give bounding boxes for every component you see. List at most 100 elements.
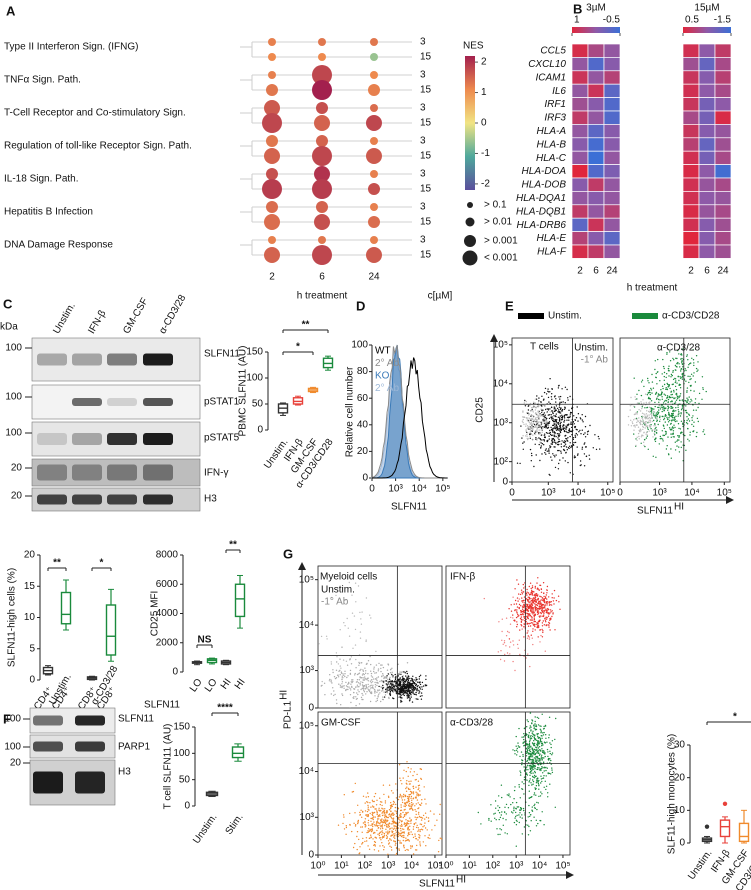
event-dot (417, 780, 420, 782)
y-tick-label: 2000 (156, 637, 179, 648)
event-dot (372, 818, 374, 821)
event-dot (359, 631, 362, 633)
event-dot (395, 854, 397, 855)
event-dot (391, 812, 394, 814)
event-dot (546, 741, 548, 743)
event-dot (552, 600, 555, 602)
event-dot (567, 424, 569, 427)
event-dot (526, 719, 528, 721)
event-dot (411, 804, 414, 806)
event-dot (370, 824, 372, 827)
event-dot (531, 806, 533, 808)
event-dot (545, 408, 548, 410)
event-dot (522, 410, 524, 412)
event-dot (520, 772, 522, 774)
event-dot (522, 619, 524, 621)
event-dot (551, 438, 554, 440)
event-dot (562, 428, 565, 431)
event-dot (346, 686, 349, 688)
heatmap-cell (587, 70, 605, 85)
event-dot (680, 353, 682, 355)
event-dot (516, 747, 518, 750)
arrowhead (490, 334, 498, 342)
event-dot (540, 729, 542, 731)
event-dot (636, 436, 638, 438)
event-dot (541, 439, 543, 441)
event-dot (665, 376, 667, 379)
event-dot (339, 665, 341, 667)
event-dot (420, 698, 423, 700)
event-dot (500, 650, 502, 652)
event-dot (572, 438, 575, 441)
event-dot (363, 688, 365, 690)
heatmap-cell (714, 150, 732, 165)
event-dot (550, 746, 552, 749)
event-dot (539, 753, 541, 755)
event-dot (365, 639, 367, 641)
event-dot (343, 687, 345, 689)
event-dot (506, 652, 509, 654)
event-dot (551, 754, 553, 756)
event-dot (526, 774, 529, 776)
event-dot (403, 847, 405, 849)
event-dot (415, 694, 417, 696)
event-dot (506, 833, 508, 835)
event-dot (575, 417, 578, 419)
event-dot (505, 617, 508, 619)
heatmap-cell (571, 217, 589, 232)
gene-label: HLA-DQA1 (516, 193, 566, 204)
event-dot (330, 681, 332, 683)
event-dot (670, 376, 672, 378)
event-dot (373, 668, 375, 670)
event-dot (339, 629, 341, 631)
event-dot (646, 431, 648, 433)
event-dot (629, 409, 631, 411)
event-dot (546, 612, 548, 614)
event-dot (400, 842, 403, 844)
event-dot (415, 786, 417, 788)
event-dot (558, 433, 560, 435)
event-dot (551, 752, 554, 754)
event-dot (382, 827, 384, 830)
event-dot (528, 784, 530, 787)
concentration-label: 15 (420, 52, 432, 63)
event-dot (535, 593, 538, 595)
y-tick-label: 10 (674, 805, 686, 816)
event-dot (534, 443, 536, 445)
event-dot (399, 682, 402, 685)
event-dot (545, 419, 548, 421)
event-dot (407, 689, 410, 691)
histogram (372, 357, 448, 479)
event-dot (530, 765, 532, 767)
dot (262, 179, 282, 199)
event-dot (516, 820, 518, 822)
event-dot (673, 397, 675, 400)
event-dot (412, 691, 414, 693)
event-dot (550, 456, 552, 458)
event-dot (374, 832, 376, 834)
event-dot (424, 812, 427, 814)
event-dot (523, 766, 525, 768)
event-dot (376, 829, 378, 832)
event-dot (536, 740, 539, 742)
event-dot (546, 450, 548, 452)
dot (264, 214, 280, 230)
dot (314, 214, 330, 230)
x-tick-label: 10⁰ (438, 861, 453, 872)
event-dot (525, 755, 528, 757)
event-dot (553, 415, 555, 417)
event-dot (552, 613, 554, 615)
event-dot (407, 775, 409, 777)
event-dot (387, 843, 390, 845)
axis-title: c[µM] (428, 291, 453, 302)
protein-label: IFN-γ (204, 468, 228, 479)
event-dot (533, 426, 535, 429)
event-dot (539, 615, 541, 617)
event-dot (356, 673, 359, 676)
event-dot (371, 681, 374, 683)
event-dot (543, 600, 545, 602)
event-dot (543, 439, 545, 441)
event-dot (407, 839, 410, 841)
heatmap-cell (682, 244, 700, 259)
event-dot (637, 432, 640, 435)
